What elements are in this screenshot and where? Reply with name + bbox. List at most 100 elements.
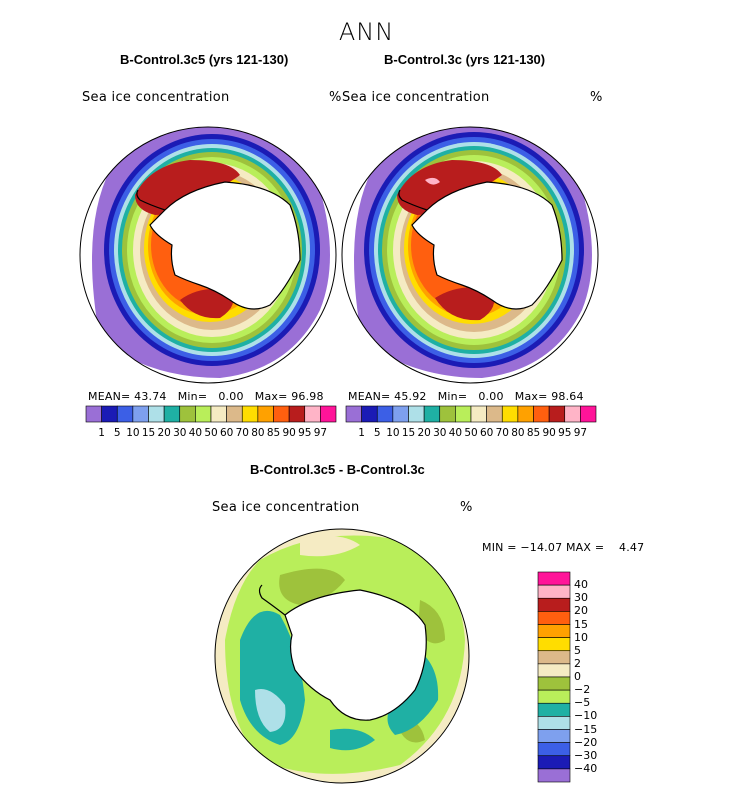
colorbar-tick-label: 70 bbox=[235, 427, 249, 439]
colorbar-tick-label: 15 bbox=[401, 427, 416, 439]
antarctic-peninsula bbox=[258, 584, 286, 616]
colorbar-ticks-left: 1 5 10 15 20 30 40 50 60 70 80 85 90 95 97 bbox=[86, 427, 336, 441]
colorbar-tick-label: 20 bbox=[157, 427, 171, 439]
units-label-right: % bbox=[590, 90, 603, 105]
map-difference-field bbox=[215, 529, 469, 783]
colorbar-tick-label: 10 bbox=[386, 427, 400, 439]
panel-title-right: B-Control.3c (yrs 121-130) bbox=[384, 52, 546, 67]
colorbar-tick-label: 10 bbox=[126, 427, 140, 439]
diff-lightcyan-weddell bbox=[255, 689, 286, 732]
colorbar-tick-label: 97 bbox=[313, 427, 328, 439]
ice-pink-spots bbox=[425, 177, 440, 185]
legend-label: −2 bbox=[574, 683, 591, 697]
legend-label: 15 bbox=[574, 617, 588, 631]
legend-swatch bbox=[537, 742, 571, 757]
difference-legend-labels: 40 30 20 15 10 5 2 0 −2 −5 −10 −15 −20 −30 −40 bbox=[574, 572, 614, 782]
mean-left: 43.74 bbox=[134, 390, 167, 403]
colorbar-tick-label: 95 bbox=[558, 427, 572, 439]
legend-label: 30 bbox=[574, 591, 588, 605]
difference-variable-label: Sea ice concentration bbox=[212, 500, 360, 515]
colorbar-tick-label: 1 bbox=[98, 427, 105, 439]
diff-teal-east bbox=[330, 728, 375, 751]
antarctic-peninsula bbox=[136, 189, 166, 211]
min-right: 0.00 bbox=[478, 390, 504, 403]
legend-swatch bbox=[537, 611, 571, 625]
legend-label: −40 bbox=[574, 761, 598, 775]
legend-label: 2 bbox=[574, 656, 581, 670]
legend-label: −20 bbox=[574, 735, 598, 749]
diff-green-patch bbox=[279, 568, 345, 605]
diff-tan-north bbox=[300, 536, 360, 557]
legend-swatch bbox=[537, 584, 571, 599]
colorbar-tick-label: 90 bbox=[282, 427, 296, 439]
legend-swatch bbox=[537, 597, 571, 612]
mean-right: 45.92 bbox=[394, 390, 427, 403]
legend-label: 5 bbox=[574, 643, 581, 657]
colorbar-tick-label: 80 bbox=[511, 427, 525, 439]
colorbar-tick-label: 5 bbox=[373, 427, 381, 439]
colorbar-swatch bbox=[580, 405, 597, 423]
legend-swatch bbox=[537, 676, 571, 691]
ice-ross-darkred bbox=[435, 287, 495, 321]
colorbar-right bbox=[345, 405, 597, 423]
legend-swatch bbox=[537, 729, 571, 743]
difference-units-label: % bbox=[460, 500, 473, 515]
colorbar-tick-label: 40 bbox=[188, 427, 203, 439]
ice-weddell-darkred bbox=[135, 160, 240, 215]
colorbar-swatch bbox=[320, 405, 337, 423]
legend-swatch bbox=[537, 755, 571, 770]
colorbar-tick-label: 50 bbox=[464, 427, 478, 439]
colorbar-tick-label: 60 bbox=[219, 427, 234, 439]
legend-label: 10 bbox=[574, 630, 588, 644]
colorbar-tick-label: 97 bbox=[573, 427, 588, 439]
colorbar-tick-label: 15 bbox=[141, 427, 156, 439]
legend-swatch bbox=[537, 768, 571, 783]
colorbar-left bbox=[85, 405, 337, 423]
map-right-field bbox=[342, 127, 598, 383]
colorbar-tick-label: 80 bbox=[251, 427, 265, 439]
ice-weddell-darkred bbox=[397, 160, 502, 215]
legend-label: 20 bbox=[574, 604, 588, 618]
colorbar-tick-label: 90 bbox=[542, 427, 556, 439]
max-left: 96.98 bbox=[291, 390, 324, 403]
variable-label-left: Sea ice concentration bbox=[82, 90, 230, 105]
legend-swatch bbox=[537, 689, 571, 704]
variable-label-right: Sea ice concentration bbox=[342, 90, 490, 105]
legend-swatch bbox=[537, 716, 571, 730]
difference-legend bbox=[537, 571, 571, 783]
antarctica-land bbox=[149, 181, 301, 310]
ice-ross-darkred bbox=[180, 288, 234, 319]
legend-swatch bbox=[537, 650, 571, 665]
map-left-field bbox=[80, 127, 336, 383]
legend-label: −10 bbox=[574, 709, 598, 723]
colorbar-tick-label: 20 bbox=[417, 427, 431, 439]
stats-right: MEAN= 45.92 Min= 0.00 Max= 98.64 bbox=[348, 390, 584, 403]
colorbar-ticks-right: 1 5 10 15 20 30 40 50 60 70 80 85 90 95 97 bbox=[346, 427, 596, 441]
legend-swatch bbox=[537, 663, 571, 678]
colorbar-tick-label: 95 bbox=[298, 427, 312, 439]
colorbar-tick-label: 60 bbox=[479, 427, 494, 439]
legend-swatch bbox=[537, 571, 571, 586]
antarctica-land bbox=[284, 589, 427, 721]
difference-title: B-Control.3c5 - B-Control.3c bbox=[250, 462, 425, 477]
min-left: 0.00 bbox=[218, 390, 244, 403]
legend-label: −5 bbox=[574, 696, 591, 710]
legend-label: −15 bbox=[574, 722, 598, 736]
colorbar-tick-label: 30 bbox=[173, 427, 187, 439]
colorbar-tick-label: 85 bbox=[266, 427, 281, 439]
main-title: ANN bbox=[338, 18, 395, 46]
diff-teal-weddell bbox=[240, 610, 305, 745]
legend-label: 40 bbox=[574, 578, 588, 592]
colorbar-tick-label: 5 bbox=[113, 427, 121, 439]
legend-swatch bbox=[537, 702, 571, 717]
legend-swatch bbox=[537, 624, 571, 638]
colorbar-tick-label: 40 bbox=[448, 427, 463, 439]
colorbar-tick-label: 50 bbox=[204, 427, 218, 439]
antarctic-peninsula bbox=[398, 189, 428, 211]
colorbar-tick-label: 30 bbox=[433, 427, 447, 439]
legend-label: 0 bbox=[574, 670, 581, 683]
colorbar-tick-label: 1 bbox=[358, 427, 365, 439]
